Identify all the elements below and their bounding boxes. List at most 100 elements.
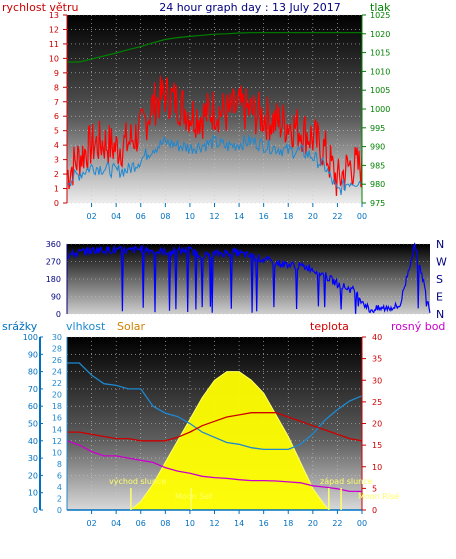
rain-tick-label: 50 — [28, 420, 38, 429]
humidity-tick-label: 16 — [52, 414, 62, 423]
wind-x-tick-label: 22 — [332, 212, 342, 221]
sunset-annotation: západ slunce — [320, 477, 373, 486]
compass-label: N — [436, 308, 444, 321]
humidity-x-tick-label: 20 — [308, 519, 318, 528]
temperature-tick-label: 0 — [372, 506, 377, 515]
rain-tick-label: 10 — [28, 489, 38, 498]
humidity-tick-label: 2 — [57, 494, 62, 503]
wind-x-tick-label: 12 — [209, 212, 219, 221]
humidity-panel-axes: 0102030405060708090100024681012141618202… — [23, 333, 382, 528]
temperature-legend-label: teplota — [310, 320, 349, 333]
rain-tick-label: 90 — [28, 350, 38, 359]
humidity-x-tick-label: 08 — [160, 519, 170, 528]
temperature-tick-label: 25 — [372, 398, 382, 407]
solar-area — [129, 371, 330, 511]
humidity-tick-label: 10 — [52, 448, 62, 457]
wind-x-tick-label: 10 — [185, 212, 195, 221]
temperature-series-line — [67, 412, 363, 442]
rain-tick-label: 30 — [28, 454, 38, 463]
wind-x-tick-label: 06 — [136, 212, 146, 221]
humidity-x-tick-label: 04 — [111, 519, 121, 528]
humidity-tick-label: 26 — [52, 356, 62, 365]
wind-axis-title: rychlost větru — [2, 1, 78, 14]
wind-series-line — [66, 134, 362, 196]
wind-tick-label: 3 — [54, 156, 59, 165]
pressure-tick-label: 1000 — [370, 105, 390, 114]
rain-tick-label: 70 — [28, 385, 38, 394]
pressure-tick-label: 1025 — [370, 11, 390, 20]
direction-tick-label: 0 — [56, 310, 61, 319]
temperature-tick-label: 5 — [372, 484, 377, 493]
pressure-series-line — [67, 32, 362, 63]
wind-tick-label: 10 — [49, 54, 59, 63]
rain-legend-label: srážky — [2, 320, 38, 333]
pressure-tick-label: 975 — [370, 199, 385, 208]
humidity-tick-label: 28 — [52, 345, 62, 354]
wind-tick-label: 5 — [54, 127, 59, 136]
wind-tick-label: 2 — [54, 170, 59, 179]
humidity-tick-label: 8 — [57, 460, 62, 469]
rain-tick-label: 20 — [28, 471, 38, 480]
humidity-x-tick-label: 22 — [332, 519, 342, 528]
moonrise-annotation: Moon Rise — [358, 492, 399, 501]
humidity-tick-label: 12 — [52, 437, 62, 446]
humidity-x-tick-label: 14 — [234, 519, 244, 528]
wind-x-tick-label: 14 — [234, 212, 244, 221]
wind-tick-label: 4 — [54, 141, 59, 150]
wind-x-tick-label: 16 — [259, 212, 269, 221]
wind-tick-label: 6 — [54, 112, 59, 121]
wind-panel-grid — [67, 14, 363, 204]
direction-panel-grid — [67, 243, 430, 315]
direction-tick-label: 270 — [46, 258, 61, 267]
compass-label: W — [436, 256, 447, 269]
wind-x-tick-label: 02 — [86, 212, 96, 221]
compass-label: N — [436, 238, 444, 251]
pressure-tick-label: 995 — [370, 124, 385, 133]
humidity-x-tick-label: 06 — [136, 519, 146, 528]
humidity-x-tick-label: 18 — [283, 519, 293, 528]
pressure-tick-label: 985 — [370, 161, 385, 170]
humidity-tick-label: 30 — [52, 333, 62, 342]
compass-label: S — [436, 273, 443, 286]
rain-tick-label: 60 — [28, 402, 38, 411]
direction-tick-label: 90 — [51, 293, 61, 302]
temperature-tick-label: 30 — [372, 376, 382, 385]
humidity-tick-label: 20 — [52, 391, 62, 400]
pressure-axis-title: tlak — [370, 1, 391, 14]
humidity-tick-label: 22 — [52, 379, 62, 388]
pressure-tick-label: 1015 — [370, 49, 390, 58]
pressure-tick-label: 990 — [370, 143, 385, 152]
humidity-x-tick-label: 16 — [259, 519, 269, 528]
rain-tick-label: 0 — [33, 506, 38, 515]
wind-tick-label: 9 — [54, 69, 59, 78]
temperature-tick-label: 10 — [372, 463, 382, 472]
wind-direction-plot — [66, 242, 431, 314]
wind-panel-axes: 0123456789101112139759809859909951000100… — [49, 11, 391, 221]
humidity-tick-label: 14 — [52, 425, 62, 434]
wind-tick-label: 7 — [54, 98, 59, 107]
temperature-tick-label: 40 — [372, 333, 382, 342]
pressure-tick-label: 1005 — [370, 86, 390, 95]
wind-x-tick-label: 18 — [283, 212, 293, 221]
pressure-tick-label: 1020 — [370, 30, 390, 39]
humidity-tick-label: 6 — [57, 471, 62, 480]
humidity-tick-label: 24 — [52, 368, 62, 377]
wind-pressure-plot — [66, 32, 363, 196]
wind-x-tick-label: 20 — [308, 212, 318, 221]
compass-label: E — [436, 291, 443, 304]
wind-x-tick-label: 00 — [357, 212, 367, 221]
wind-x-tick-label: 08 — [160, 212, 170, 221]
wind-tick-label: 11 — [49, 40, 59, 49]
pressure-tick-label: 1010 — [370, 67, 390, 76]
humidity-x-tick-label: 00 — [357, 519, 367, 528]
humidity-tick-label: 0 — [57, 506, 62, 515]
wind-tick-label: 12 — [49, 25, 59, 34]
temperature-tick-label: 20 — [372, 420, 382, 429]
chart-title: 24 hour graph day : 13 July 2017 — [159, 1, 341, 14]
moonset-annotation: Moon Set — [175, 492, 212, 501]
rain-tick-label: 80 — [28, 368, 38, 377]
solar-legend-label: Solar — [117, 320, 146, 333]
rain-tick-label: 100 — [23, 333, 38, 342]
wind-tick-label: 13 — [49, 11, 59, 20]
